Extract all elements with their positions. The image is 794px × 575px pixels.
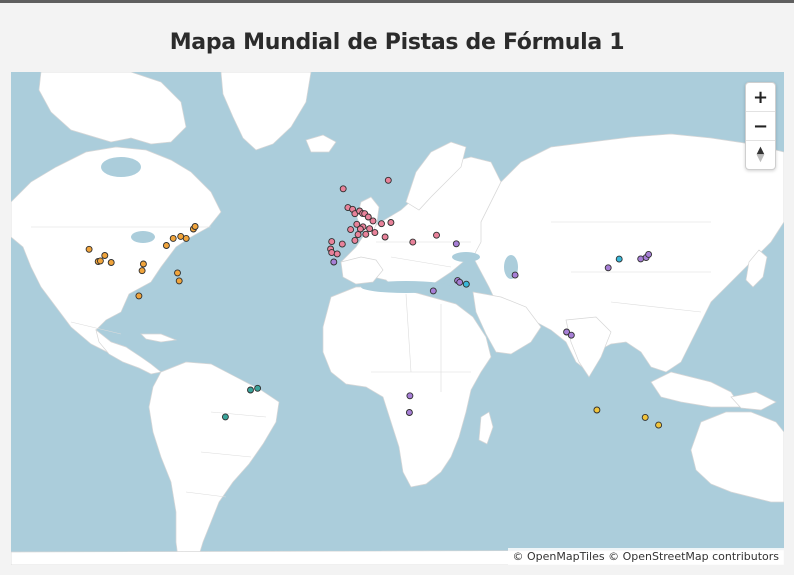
track-marker[interactable]: [333, 250, 341, 258]
track-marker[interactable]: [366, 225, 374, 233]
north-america: [11, 146, 222, 361]
track-marker[interactable]: [567, 331, 575, 339]
iberia: [340, 256, 384, 285]
track-marker[interactable]: [353, 220, 361, 228]
map-attribution[interactable]: © OpenMapTiles © OpenStreetMap contribut…: [507, 548, 784, 565]
track-marker[interactable]: [96, 257, 104, 265]
track-marker[interactable]: [645, 250, 653, 258]
canada-north: [38, 72, 187, 145]
africa-borders: [371, 293, 471, 392]
top-bar: [0, 0, 794, 3]
track-marker[interactable]: [456, 278, 464, 286]
track-marker[interactable]: [405, 409, 413, 416]
new-guinea: [730, 391, 777, 411]
japan: [745, 249, 768, 288]
compass-south-arrow-icon: ▼: [756, 153, 765, 164]
track-marker[interactable]: [563, 328, 571, 336]
track-marker[interactable]: [409, 238, 417, 246]
track-marker[interactable]: [615, 255, 623, 263]
track-marker[interactable]: [354, 231, 362, 239]
track-marker[interactable]: [369, 217, 377, 225]
track-marker[interactable]: [330, 258, 338, 266]
hudson-bay: [101, 157, 141, 177]
track-marker[interactable]: [655, 421, 663, 429]
page-title: Mapa Mundial de Pistas de Fórmula 1: [169, 30, 625, 55]
track-marker[interactable]: [85, 245, 93, 253]
map-canvas[interactable]: [11, 72, 784, 565]
track-marker[interactable]: [641, 413, 649, 421]
track-markers[interactable]: [85, 176, 663, 429]
track-marker[interactable]: [593, 406, 601, 414]
track-marker[interactable]: [247, 386, 254, 394]
australia: [690, 411, 784, 503]
asia-borders: [551, 221, 711, 313]
track-marker[interactable]: [175, 277, 183, 285]
africa: [322, 286, 492, 488]
track-marker[interactable]: [429, 287, 437, 295]
great-lakes: [131, 231, 155, 243]
track-marker[interactable]: [387, 219, 395, 226]
south-america-borders: [185, 411, 267, 498]
country-borders: [31, 221, 711, 498]
track-marker[interactable]: [462, 280, 470, 288]
track-marker[interactable]: [351, 236, 359, 244]
iceland: [305, 134, 337, 153]
track-marker[interactable]: [169, 234, 177, 242]
map-zoom-controls[interactable]: + − ▲ ▼: [745, 82, 776, 170]
track-marker[interactable]: [452, 240, 460, 248]
track-marker[interactable]: [384, 176, 392, 184]
lakes: [101, 157, 518, 293]
cuba: [140, 333, 178, 343]
track-marker[interactable]: [338, 240, 346, 248]
track-marker[interactable]: [139, 260, 147, 268]
track-marker[interactable]: [364, 213, 372, 221]
black-sea: [452, 252, 480, 262]
track-marker[interactable]: [107, 259, 115, 266]
us-mexico-border: [70, 321, 122, 335]
world-map[interactable]: + − ▲ ▼ © OpenMapTiles © OpenStreetMap c…: [11, 72, 784, 565]
track-marker[interactable]: [174, 269, 181, 277]
track-marker[interactable]: [328, 249, 336, 257]
track-marker[interactable]: [356, 225, 364, 233]
track-marker[interactable]: [378, 220, 385, 228]
compass-north-arrow-icon: ▲: [756, 145, 765, 156]
arabia: [472, 291, 542, 355]
mediterranean-sea: [361, 281, 451, 293]
track-marker[interactable]: [221, 413, 229, 421]
zoom-in-button[interactable]: +: [746, 83, 775, 112]
south-america: [148, 361, 280, 565]
track-marker[interactable]: [381, 233, 389, 241]
greenland: [220, 72, 312, 151]
track-marker[interactable]: [604, 264, 612, 272]
track-marker[interactable]: [406, 392, 414, 400]
track-marker[interactable]: [339, 185, 347, 193]
madagascar: [478, 411, 494, 445]
track-marker[interactable]: [362, 230, 370, 238]
india: [565, 316, 612, 378]
track-marker[interactable]: [182, 234, 190, 242]
compass-north-icon[interactable]: ▲ ▼: [746, 141, 775, 169]
scandinavia: [405, 141, 467, 211]
track-marker[interactable]: [138, 267, 146, 275]
track-marker[interactable]: [328, 238, 336, 246]
track-marker[interactable]: [433, 231, 440, 239]
track-marker[interactable]: [191, 223, 199, 230]
track-marker[interactable]: [511, 271, 519, 279]
central-america: [95, 329, 162, 375]
track-marker[interactable]: [162, 242, 170, 249]
track-marker[interactable]: [135, 292, 143, 300]
track-marker[interactable]: [101, 252, 109, 259]
track-marker[interactable]: [254, 384, 262, 392]
track-marker[interactable]: [347, 226, 355, 234]
track-marker[interactable]: [371, 229, 379, 237]
zoom-out-button[interactable]: −: [746, 112, 775, 141]
